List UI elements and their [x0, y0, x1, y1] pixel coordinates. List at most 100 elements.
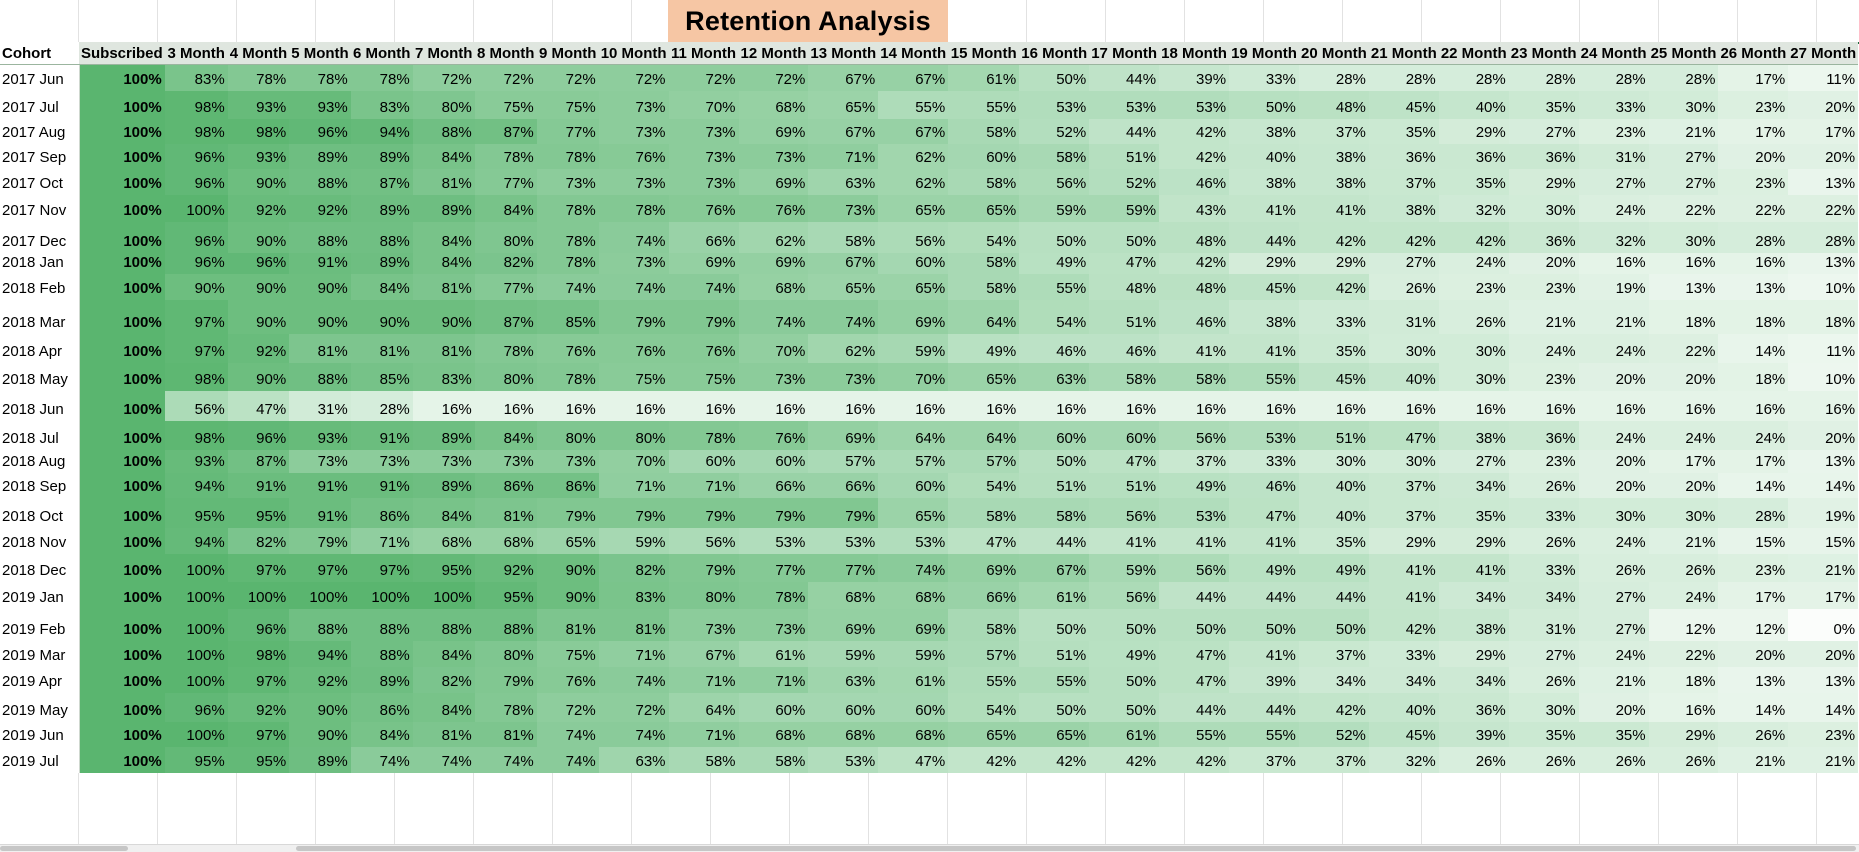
retention-cell[interactable]: 88%: [350, 640, 413, 667]
retention-cell[interactable]: 58%: [948, 273, 1020, 300]
column-header[interactable]: 19 Month: [1229, 42, 1299, 65]
retention-cell[interactable]: 13%: [1648, 273, 1719, 300]
retention-cell[interactable]: 13%: [1788, 449, 1859, 473]
retention-cell[interactable]: 26%: [1508, 746, 1579, 773]
retention-cell[interactable]: 0%: [1788, 608, 1859, 641]
sheet-tab-scroll-thumb[interactable]: [0, 846, 128, 851]
retention-cell[interactable]: 74%: [350, 746, 413, 773]
retention-cell[interactable]: 54%: [1019, 299, 1090, 334]
retention-cell[interactable]: 58%: [738, 746, 809, 773]
cohort-cell[interactable]: 2018 Jul: [0, 420, 80, 450]
retention-cell[interactable]: 17%: [1718, 118, 1789, 144]
retention-cell[interactable]: 67%: [808, 118, 879, 144]
retention-cell[interactable]: 50%: [1019, 64, 1090, 91]
retention-cell[interactable]: 16%: [1229, 390, 1299, 421]
retention-cell[interactable]: 73%: [474, 449, 537, 473]
retention-cell[interactable]: 12%: [1648, 608, 1719, 641]
retention-cell[interactable]: 24%: [1718, 420, 1789, 450]
retention-cell[interactable]: 50%: [1019, 449, 1090, 473]
retention-cell[interactable]: 58%: [948, 497, 1020, 528]
retention-cell[interactable]: 52%: [1019, 118, 1090, 144]
retention-cell[interactable]: 62%: [878, 168, 949, 195]
retention-cell[interactable]: 79%: [668, 299, 739, 334]
retention-cell[interactable]: 47%: [878, 746, 949, 773]
column-header[interactable]: 13 Month: [808, 42, 879, 65]
retention-cell[interactable]: 20%: [1578, 362, 1649, 391]
retention-cell[interactable]: 80%: [474, 640, 537, 667]
retention-cell[interactable]: 28%: [1718, 497, 1789, 528]
retention-cell[interactable]: 69%: [878, 299, 949, 334]
column-header[interactable]: 25 Month: [1648, 42, 1719, 65]
retention-cell[interactable]: 13%: [1788, 252, 1859, 274]
retention-cell[interactable]: 63%: [598, 746, 669, 773]
retention-cell[interactable]: 82%: [412, 666, 475, 693]
retention-cell[interactable]: 59%: [878, 640, 949, 667]
retention-cell[interactable]: 60%: [878, 472, 949, 498]
retention-cell[interactable]: 72%: [536, 692, 599, 722]
retention-cell[interactable]: 56%: [668, 527, 739, 554]
subscribed-cell[interactable]: 100%: [79, 273, 165, 300]
column-header-cohort[interactable]: Cohort: [0, 42, 79, 65]
retention-cell[interactable]: 84%: [474, 194, 537, 222]
retention-cell[interactable]: 52%: [1298, 721, 1369, 747]
retention-cell[interactable]: 79%: [668, 497, 739, 528]
retention-cell[interactable]: 100%: [164, 640, 228, 667]
retention-cell[interactable]: 73%: [412, 449, 475, 473]
retention-cell[interactable]: 14%: [1718, 692, 1789, 722]
retention-cell[interactable]: 97%: [350, 553, 413, 582]
retention-cell[interactable]: 54%: [948, 692, 1020, 722]
retention-cell[interactable]: 16%: [474, 390, 537, 421]
retention-cell[interactable]: 33%: [1229, 449, 1299, 473]
retention-cell[interactable]: 53%: [1229, 420, 1299, 450]
subscribed-cell[interactable]: 100%: [79, 553, 165, 582]
retention-cell[interactable]: 68%: [738, 273, 809, 300]
column-header[interactable]: 5 Month: [289, 42, 351, 65]
retention-cell[interactable]: 20%: [1578, 692, 1649, 722]
retention-cell[interactable]: 83%: [598, 581, 669, 609]
retention-cell[interactable]: 77%: [474, 168, 537, 195]
retention-cell[interactable]: 85%: [536, 299, 599, 334]
retention-cell[interactable]: 18%: [1788, 299, 1859, 334]
retention-cell[interactable]: 89%: [289, 746, 351, 773]
retention-cell[interactable]: 55%: [948, 666, 1020, 693]
retention-cell[interactable]: 53%: [1089, 90, 1160, 119]
retention-cell[interactable]: 58%: [1019, 143, 1090, 169]
retention-cell[interactable]: 75%: [598, 362, 669, 391]
cohort-cell[interactable]: 2019 Jun: [0, 721, 80, 747]
retention-cell[interactable]: 16%: [1368, 390, 1439, 421]
retention-cell[interactable]: 58%: [948, 252, 1020, 274]
retention-cell[interactable]: 16%: [1648, 390, 1719, 421]
retention-cell[interactable]: 18%: [1648, 299, 1719, 334]
column-header[interactable]: 14 Month: [878, 42, 949, 65]
retention-cell[interactable]: 44%: [1089, 64, 1160, 91]
retention-cell[interactable]: 28%: [1648, 64, 1719, 91]
retention-cell[interactable]: 48%: [1089, 273, 1160, 300]
retention-cell[interactable]: 77%: [536, 118, 599, 144]
retention-cell[interactable]: 72%: [598, 692, 669, 722]
retention-cell[interactable]: 73%: [598, 118, 669, 144]
retention-cell[interactable]: 40%: [1298, 472, 1369, 498]
retention-cell[interactable]: 75%: [474, 90, 537, 119]
cohort-cell[interactable]: 2019 Jul: [0, 746, 80, 773]
retention-cell[interactable]: 44%: [1159, 581, 1230, 609]
retention-cell[interactable]: 73%: [808, 194, 879, 222]
retention-cell[interactable]: 87%: [227, 449, 290, 473]
retention-cell[interactable]: 66%: [808, 472, 879, 498]
retention-cell[interactable]: 100%: [164, 194, 228, 222]
retention-cell[interactable]: 73%: [536, 168, 599, 195]
retention-cell[interactable]: 28%: [1438, 64, 1509, 91]
retention-cell[interactable]: 72%: [738, 64, 809, 91]
retention-cell[interactable]: 30%: [1368, 449, 1439, 473]
retention-cell[interactable]: 42%: [1019, 746, 1090, 773]
retention-cell[interactable]: 89%: [412, 194, 475, 222]
retention-cell[interactable]: 40%: [1298, 497, 1369, 528]
retention-cell[interactable]: 79%: [289, 527, 351, 554]
retention-cell[interactable]: 84%: [350, 721, 413, 747]
retention-cell[interactable]: 94%: [164, 472, 228, 498]
subscribed-cell[interactable]: 100%: [79, 390, 165, 421]
retention-cell[interactable]: 43%: [1159, 194, 1230, 222]
retention-cell[interactable]: 62%: [878, 143, 949, 169]
retention-cell[interactable]: 48%: [1298, 90, 1369, 119]
retention-cell[interactable]: 69%: [668, 252, 739, 274]
retention-cell[interactable]: 64%: [878, 420, 949, 450]
